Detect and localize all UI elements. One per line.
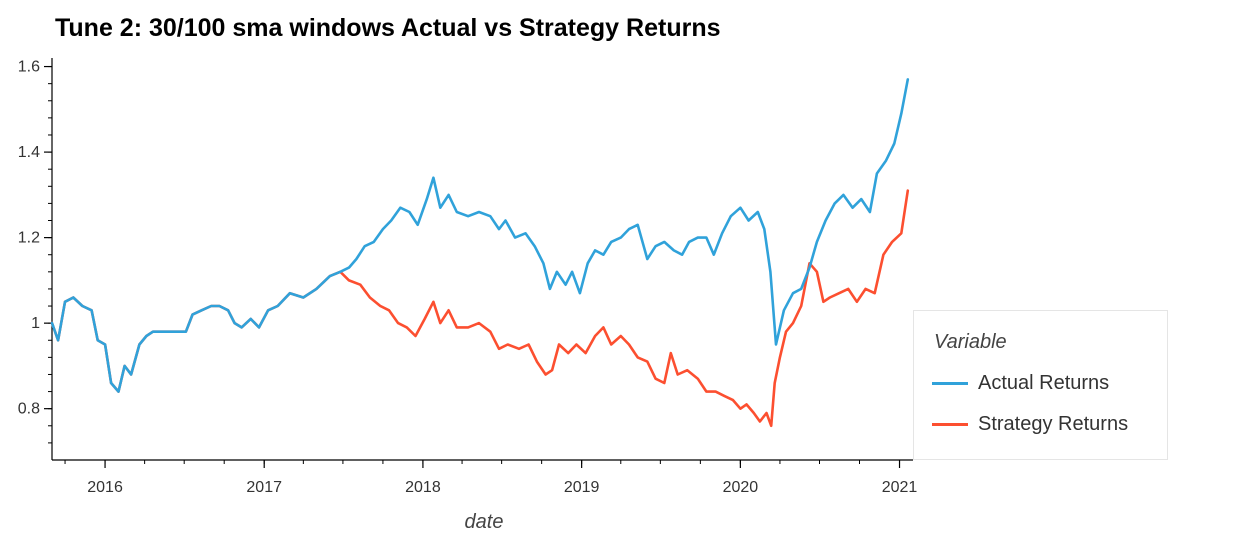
y-tick-label: 1.2 [18, 230, 40, 247]
x-axis-title: date [465, 511, 504, 533]
x-tick-label: 2017 [246, 479, 282, 496]
y-axis: 0.8 1 1.2 1.4 1.6 [18, 58, 53, 460]
series-line-strategy-returns[interactable] [50, 189, 910, 428]
y-tick-label: 0.8 [18, 401, 40, 418]
x-tick-label: 2020 [723, 479, 759, 496]
legend-swatch-actual-returns [932, 381, 968, 385]
legend-item-actual-returns[interactable]: Actual Returns [932, 371, 1109, 395]
x-tick-label: 2021 [882, 479, 918, 496]
y-tick-label: 1.4 [18, 144, 40, 161]
x-axis: 2016 2017 2018 2019 2020 2021 [52, 459, 918, 496]
series-layer [50, 78, 910, 428]
legend-item-strategy-returns[interactable]: Strategy Returns [932, 412, 1128, 436]
legend: Variable Actual Returns Strategy Returns [913, 310, 1168, 460]
legend-label-actual-returns: Actual Returns [978, 371, 1110, 394]
x-tick-label: 2019 [564, 479, 600, 496]
x-tick-label: 2018 [405, 479, 441, 496]
chart-title: Tune 2: 30/100 sma windows Actual vs Str… [55, 14, 721, 42]
legend-swatch-strategy-returns [932, 422, 968, 426]
y-tick-label: 1.6 [18, 59, 40, 76]
y-tick-label: 1 [31, 315, 40, 332]
x-tick-label: 2016 [87, 479, 123, 496]
legend-label-strategy-returns: Strategy Returns [978, 412, 1129, 435]
series-line-actual-returns[interactable] [50, 78, 910, 393]
legend-title: Variable [934, 331, 1007, 353]
